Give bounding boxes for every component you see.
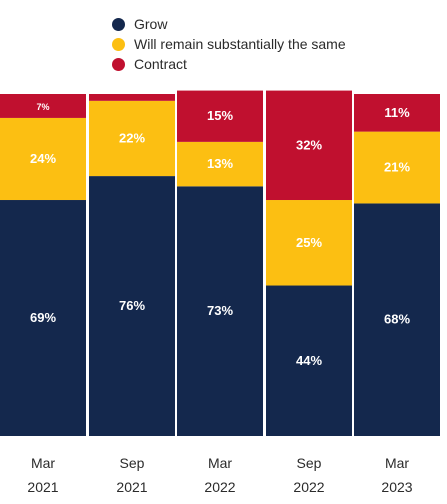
legend-item-will-remain-substantially-the-same: Will remain substantially the same — [112, 34, 346, 54]
bar-group-mar-2022: 73% 13% 15% — [177, 90, 263, 436]
data-label: 24% — [30, 151, 56, 166]
data-label: 15% — [207, 108, 233, 123]
x-tick-label: Mar 2021 — [27, 455, 58, 495]
data-label: 44% — [296, 353, 322, 368]
data-label: 22% — [119, 130, 145, 145]
data-label: 25% — [296, 235, 322, 250]
bar-segment-grow — [354, 203, 440, 436]
data-label: 13% — [207, 156, 233, 171]
x-tick-label-line: 2021 — [116, 479, 147, 495]
data-label: 76% — [119, 298, 145, 313]
data-label: 7% — [36, 102, 49, 112]
bar-segment-grow — [266, 285, 352, 436]
x-tick-label: Sep 2022 — [293, 455, 324, 495]
data-label: 73% — [207, 303, 233, 318]
x-tick-label: Mar 2022 — [204, 455, 235, 495]
bar-segment-grow — [177, 186, 263, 436]
data-label: 32% — [296, 137, 322, 152]
data-label: 21% — [384, 160, 410, 175]
legend-swatch — [112, 17, 125, 31]
x-tick-label-line: Sep — [120, 455, 145, 471]
bar-segment-contract — [89, 94, 175, 101]
bar-group-sep-2021: 76% 22% — [89, 94, 175, 436]
bar-segment-contract — [266, 90, 352, 201]
data-label: 11% — [384, 105, 410, 120]
legend-item-grow: Grow — [112, 14, 346, 34]
legend-label: Grow — [134, 16, 168, 32]
bar-group-sep-2022: 44% 25% 32% — [266, 90, 352, 436]
legend-label: Will remain substantially the same — [134, 36, 346, 52]
legend-item-contract: Contract — [112, 54, 346, 74]
x-tick-label-line: 2021 — [27, 479, 58, 495]
x-tick-label-line: 2022 — [204, 479, 235, 495]
x-tick-label-line: Mar — [385, 455, 409, 471]
x-tick-label-line: Mar — [31, 455, 55, 471]
x-tick-label-line: 2022 — [293, 479, 324, 495]
bar-segment-will-remain-substantially-the-same — [89, 100, 175, 177]
x-tick-label-line: Sep — [297, 455, 322, 471]
bar-segment-grow — [89, 176, 175, 436]
bar-segment-contract — [0, 94, 86, 118]
x-tick-label: Sep 2021 — [116, 455, 147, 495]
x-tick-label-line: 2023 — [381, 479, 412, 495]
legend-swatch — [112, 37, 125, 51]
bar-segment-contract — [177, 90, 263, 142]
bar-group-mar-2021: 69% 24% 7% — [0, 94, 86, 436]
legend-swatch — [112, 57, 125, 71]
data-label: 68% — [384, 312, 410, 327]
bar-segment-will-remain-substantially-the-same — [0, 117, 86, 201]
legend-label: Contract — [134, 56, 187, 72]
data-label: 69% — [30, 310, 56, 325]
bar-segment-contract — [354, 94, 440, 132]
x-tick-label-line: Mar — [208, 455, 232, 471]
x-tick-label: Mar 2023 — [381, 455, 412, 495]
legend: Grow Will remain substantially the same Co… — [112, 14, 346, 74]
bar-group-mar-2023: 68% 21% 11% — [354, 94, 440, 436]
bar-segment-grow — [0, 200, 86, 436]
bar-segment-will-remain-substantially-the-same — [266, 200, 352, 286]
bar-segment-will-remain-substantially-the-same — [354, 131, 440, 204]
bar-segment-will-remain-substantially-the-same — [177, 141, 263, 187]
